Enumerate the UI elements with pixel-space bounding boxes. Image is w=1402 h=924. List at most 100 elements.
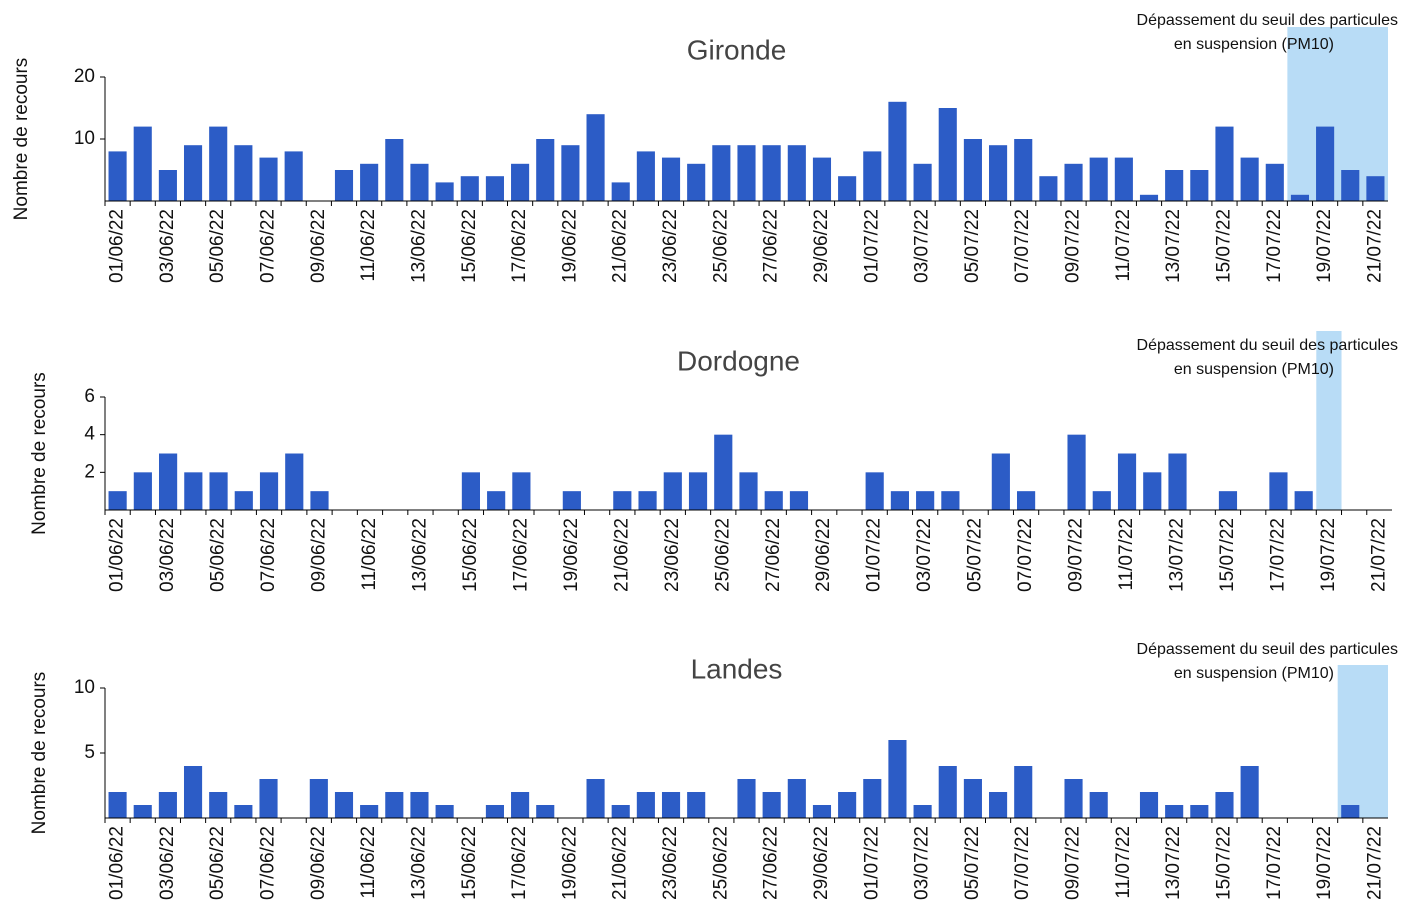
bar (941, 491, 960, 510)
annotation: en suspension (PM10) (1174, 361, 1334, 378)
bar (435, 182, 454, 201)
bar (989, 145, 1008, 201)
bar (764, 491, 783, 510)
bar (1215, 792, 1234, 818)
bar (762, 145, 781, 201)
x-tick-label: 11/07/22 (1116, 518, 1137, 591)
bar (1114, 157, 1133, 201)
bar (360, 163, 379, 201)
x-tick-label: 21/07/22 (1364, 209, 1385, 283)
bar (789, 491, 809, 510)
bar (485, 805, 504, 818)
x-tick-label: 13/06/22 (408, 209, 429, 283)
x-tick-label: 23/06/22 (662, 518, 683, 592)
bar (838, 792, 857, 818)
bar (890, 491, 909, 510)
bar (435, 805, 454, 818)
bar (712, 145, 731, 201)
bar (737, 145, 756, 201)
y-axis-label: Nombre de recours (11, 58, 32, 221)
bar (586, 779, 605, 818)
highlight-region (1337, 665, 1388, 818)
x-tick-label: 15/07/22 (1213, 209, 1234, 283)
chart-title: Landes (691, 653, 783, 684)
bar (334, 170, 354, 201)
bar (913, 163, 932, 201)
bar (1139, 792, 1159, 818)
bar (1341, 805, 1360, 818)
x-tick-label: 09/07/22 (1066, 518, 1087, 592)
bar (1039, 176, 1058, 201)
x-tick-label: 15/06/22 (459, 209, 480, 283)
bar (536, 805, 555, 818)
x-tick-label: 29/06/22 (813, 518, 834, 592)
x-tick-label: 27/06/22 (761, 826, 782, 900)
x-tick-label: 13/07/22 (1163, 826, 1184, 900)
x-tick-label: 15/07/22 (1213, 826, 1234, 900)
bar (1240, 157, 1259, 201)
bar (562, 491, 581, 510)
bar (739, 472, 758, 510)
x-tick-label: 17/07/22 (1264, 209, 1285, 283)
x-tick-label: 21/07/22 (1364, 826, 1385, 900)
bar (108, 792, 127, 818)
bar (561, 145, 580, 201)
bar (737, 779, 756, 818)
x-tick-label: 25/06/22 (710, 826, 731, 900)
bar (259, 779, 278, 818)
bar (688, 472, 708, 510)
y-axis-label: Nombre de recours (29, 372, 50, 535)
bar (259, 157, 278, 201)
x-tick-label: 09/07/22 (1063, 826, 1084, 900)
bar (159, 453, 178, 510)
bar (888, 740, 907, 818)
bar (259, 472, 279, 510)
bar (687, 163, 706, 201)
bar (1190, 805, 1209, 818)
bar (1139, 194, 1159, 201)
x-tick-label: 27/06/22 (763, 518, 784, 592)
bar (661, 157, 681, 201)
bar (512, 472, 531, 510)
bar (1064, 779, 1083, 818)
bar (963, 779, 982, 818)
bar (714, 434, 733, 510)
bar (1089, 792, 1108, 818)
x-tick-label: 17/07/22 (1264, 826, 1285, 900)
bar (158, 170, 177, 201)
bar (1218, 491, 1238, 510)
bar (1017, 491, 1036, 510)
bar (762, 792, 781, 818)
bar (636, 151, 655, 201)
x-tick-label: 01/06/22 (107, 826, 128, 900)
x-tick-label: 01/07/22 (861, 826, 882, 900)
bar (108, 151, 127, 201)
bar (1290, 194, 1310, 201)
bar (1143, 472, 1162, 510)
annotation: Dépassement du seuil des particules (1137, 337, 1398, 354)
bar (638, 491, 657, 510)
x-tick-label: 19/06/22 (559, 209, 580, 283)
annotation: Dépassement du seuil des particules (1137, 641, 1398, 658)
x-tick-label: 09/07/22 (1063, 209, 1084, 283)
y-tick-label: 5 (84, 742, 95, 763)
bar (586, 114, 605, 201)
x-tick-label: 15/07/22 (1217, 518, 1238, 592)
y-tick-label: 10 (74, 128, 95, 149)
x-tick-label: 19/06/22 (561, 518, 582, 592)
x-tick-label: 13/06/22 (409, 518, 430, 592)
bar (787, 779, 806, 818)
bar (865, 472, 884, 510)
bar (410, 163, 429, 201)
x-tick-label: 11/07/22 (1113, 826, 1134, 899)
x-tick-label: 13/07/22 (1163, 209, 1184, 283)
x-tick-label: 25/06/22 (712, 518, 733, 592)
x-tick-label: 03/07/22 (912, 209, 933, 283)
x-tick-label: 03/06/22 (157, 826, 178, 900)
bar (863, 779, 882, 818)
y-tick-label: 6 (84, 386, 95, 407)
bar (611, 182, 630, 201)
x-tick-label: 15/06/22 (459, 826, 480, 900)
bar (1089, 157, 1108, 201)
x-tick-label: 09/06/22 (309, 518, 330, 592)
